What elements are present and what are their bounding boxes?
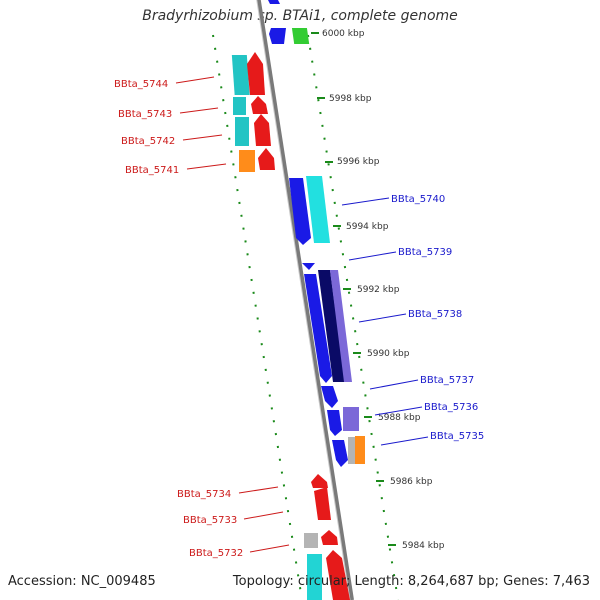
gene-arrow[interactable] (258, 148, 275, 170)
gene-block[interactable] (330, 270, 352, 382)
gene-arrow[interactable] (266, 0, 280, 4)
gene-arrow[interactable] (321, 386, 338, 408)
gene-label[interactable]: BBta_5732 (189, 548, 243, 559)
label-leader-line (182, 134, 223, 141)
gene-block[interactable] (343, 407, 359, 431)
gene-label[interactable]: BBta_5733 (183, 515, 237, 526)
kbp-label: 5984 kbp (402, 541, 445, 551)
gene-arrow[interactable] (311, 474, 328, 488)
gene-block[interactable] (231, 55, 250, 95)
accession-text: Accession: NC_009485 (8, 574, 156, 589)
label-leader-line (380, 436, 429, 446)
label-leader-line (369, 379, 419, 390)
gene-arrow[interactable] (314, 487, 331, 520)
gene-block[interactable] (355, 436, 365, 464)
gene-block[interactable] (306, 176, 330, 243)
gene-block[interactable] (307, 554, 322, 600)
label-leader-line (179, 107, 219, 114)
label-leader-line (238, 486, 279, 494)
gene-label[interactable]: BBta_5739 (398, 247, 452, 258)
kbp-label: 6000 kbp (322, 29, 365, 39)
gene-arrow[interactable] (269, 28, 286, 44)
gene-arrow[interactable] (254, 114, 271, 146)
gene-label[interactable]: BBta_5734 (177, 489, 231, 500)
label-leader-line (249, 544, 290, 553)
label-leader-line (374, 406, 423, 416)
outer-right-dotted-track (307, 34, 399, 600)
kbp-label: 5994 kbp (346, 222, 389, 232)
label-leader-line (358, 313, 407, 323)
gene-block[interactable] (304, 533, 318, 548)
gene-arrow[interactable] (247, 52, 265, 95)
gene-label[interactable]: BBta_5742 (121, 136, 175, 147)
gene-block[interactable] (233, 97, 246, 115)
gene-label[interactable]: BBta_5737 (420, 375, 474, 386)
genome-backbone (256, 0, 354, 600)
label-leader-line (341, 197, 390, 206)
gene-arrow[interactable] (251, 96, 268, 114)
gene-label[interactable]: BBta_5743 (118, 109, 172, 120)
gene-arrow[interactable] (332, 440, 348, 467)
gene-label[interactable]: BBta_5736 (424, 402, 478, 413)
kbp-label: 5986 kbp (390, 477, 433, 487)
label-leader-line (243, 511, 284, 520)
gene-arrow[interactable] (289, 178, 311, 245)
gene-label[interactable]: BBta_5738 (408, 309, 462, 320)
gene-block[interactable] (239, 150, 255, 172)
label-leader-line (186, 163, 227, 170)
gene-label[interactable]: BBta_5744 (114, 79, 168, 90)
gene-arrow[interactable] (302, 263, 315, 270)
gene-block[interactable] (235, 117, 249, 146)
kbp-label: 5998 kbp (329, 94, 372, 104)
gene-block[interactable] (318, 270, 345, 382)
genome-backbone-highlight (256, 0, 351, 600)
kbp-label: 5992 kbp (357, 285, 400, 295)
gene-arrow[interactable] (321, 530, 338, 545)
kbp-tick-marks (311, 32, 396, 546)
gene-arrow[interactable] (327, 410, 342, 436)
label-leader-line (348, 251, 397, 261)
gene-arrow[interactable] (326, 550, 350, 600)
gene-arrow[interactable] (304, 274, 332, 383)
kbp-label: 5988 kbp (378, 413, 421, 423)
kbp-label: 5990 kbp (367, 349, 410, 359)
gene-block[interactable] (348, 437, 356, 464)
gene-block[interactable] (291, 28, 310, 44)
genome-title: Bradyrhizobium sp. BTAi1, complete genom… (142, 8, 458, 24)
kbp-label: 5996 kbp (337, 157, 380, 167)
gene-label[interactable]: BBta_5735 (430, 431, 484, 442)
gene-label[interactable]: BBta_5740 (391, 194, 445, 205)
label-leader-line (175, 76, 215, 84)
genome-summary-text: Topology: circular; Length: 8,264,687 bp… (232, 574, 590, 589)
gene-label[interactable]: BBta_5741 (125, 165, 179, 176)
